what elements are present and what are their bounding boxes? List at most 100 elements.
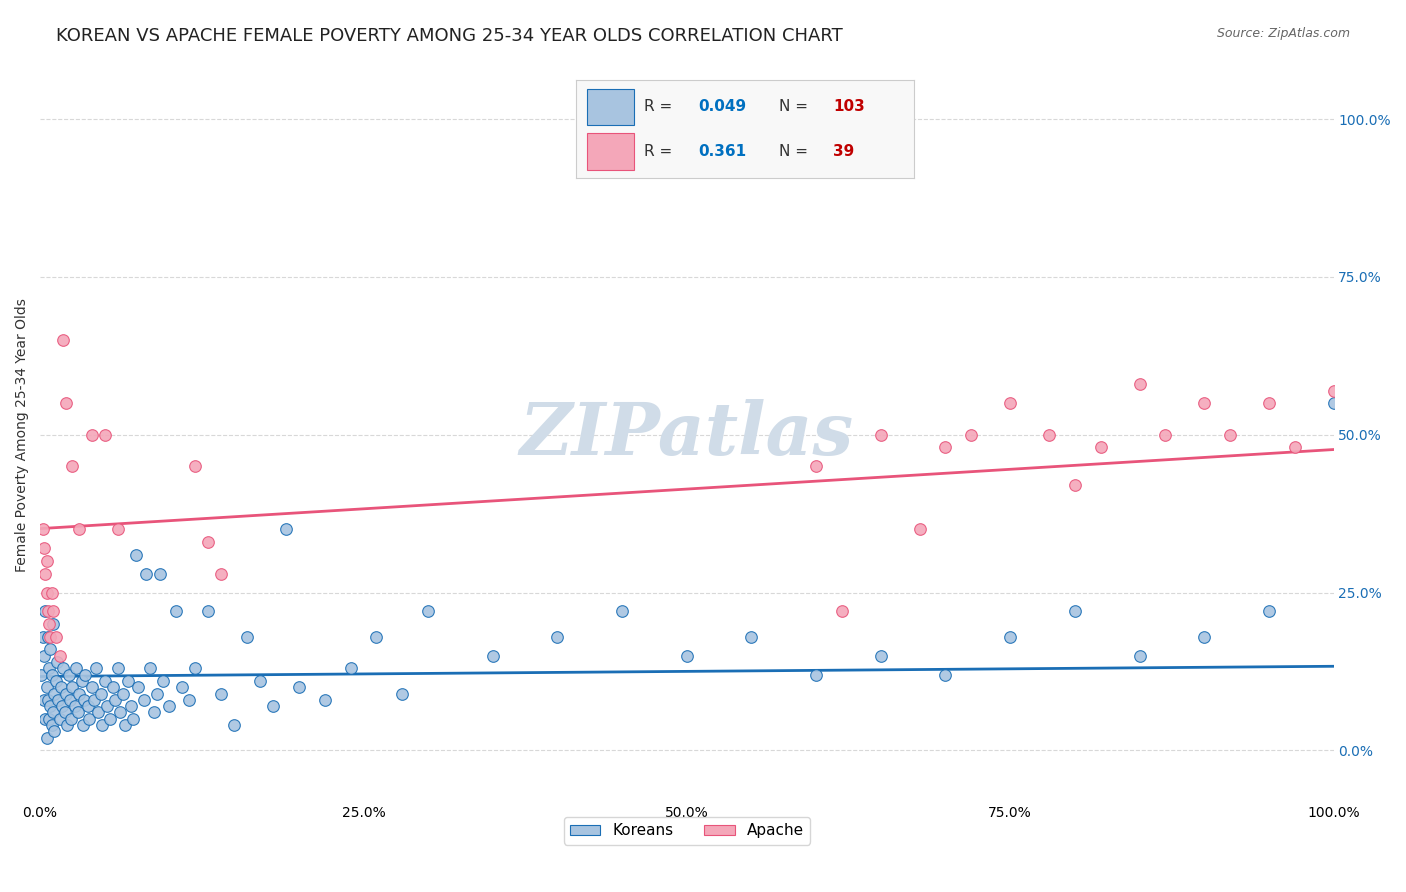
Point — [831, 605, 853, 619]
Point — [107, 522, 129, 536]
Point — [70, 673, 93, 688]
Point — [274, 522, 297, 536]
Point — [91, 718, 114, 732]
Point — [34, 605, 56, 619]
Point — [60, 712, 83, 726]
Point — [41, 718, 63, 732]
Point — [1063, 605, 1085, 619]
Point — [66, 706, 89, 720]
Point — [32, 693, 55, 707]
Point — [114, 718, 136, 732]
Point — [145, 687, 167, 701]
Point — [481, 648, 503, 663]
Point — [44, 724, 66, 739]
Point — [135, 566, 157, 581]
Point — [42, 605, 65, 619]
Point — [80, 427, 103, 442]
Point — [366, 630, 388, 644]
Point — [740, 630, 762, 644]
Point — [142, 706, 165, 720]
Point — [998, 630, 1021, 644]
Point — [77, 699, 100, 714]
Point — [184, 661, 207, 675]
Point — [869, 648, 891, 663]
Text: KOREAN VS APACHE FEMALE POVERTY AMONG 25-34 YEAR OLDS CORRELATION CHART: KOREAN VS APACHE FEMALE POVERTY AMONG 25… — [56, 27, 844, 45]
Point — [1192, 630, 1215, 644]
Point — [1154, 427, 1177, 442]
Text: N =: N = — [779, 99, 813, 114]
Point — [804, 667, 827, 681]
Point — [63, 699, 86, 714]
Text: R =: R = — [644, 99, 678, 114]
Point — [42, 706, 65, 720]
Point — [127, 680, 149, 694]
Point — [177, 693, 200, 707]
Text: R =: R = — [644, 145, 678, 160]
Point — [35, 585, 58, 599]
Point — [224, 718, 246, 732]
Point — [998, 396, 1021, 410]
Point — [32, 648, 55, 663]
Point — [48, 712, 70, 726]
Point — [934, 440, 956, 454]
Point — [1219, 427, 1241, 442]
Point — [53, 706, 76, 720]
Point — [90, 687, 112, 701]
Point — [67, 687, 90, 701]
Point — [83, 693, 105, 707]
Point — [139, 661, 162, 675]
Point — [1128, 648, 1150, 663]
Point — [1284, 440, 1306, 454]
Point — [37, 693, 59, 707]
Point — [35, 680, 58, 694]
Legend: Koreans, Apache: Koreans, Apache — [564, 817, 810, 845]
Point — [104, 693, 127, 707]
Point — [1257, 605, 1279, 619]
Point — [149, 566, 172, 581]
Point — [1322, 384, 1344, 398]
Point — [101, 680, 124, 694]
Point — [262, 699, 284, 714]
Point — [84, 661, 107, 675]
Point — [960, 427, 983, 442]
Point — [249, 673, 271, 688]
Point — [110, 706, 132, 720]
Point — [610, 605, 633, 619]
FancyBboxPatch shape — [586, 133, 634, 169]
Point — [107, 661, 129, 675]
Y-axis label: Female Poverty Among 25-34 Year Olds: Female Poverty Among 25-34 Year Olds — [15, 298, 30, 572]
Point — [48, 648, 70, 663]
Point — [111, 687, 134, 701]
Point — [52, 333, 75, 347]
Point — [44, 687, 66, 701]
Point — [391, 687, 413, 701]
Point — [45, 655, 67, 669]
Point — [80, 680, 103, 694]
Point — [58, 667, 80, 681]
Point — [546, 630, 568, 644]
Point — [73, 693, 96, 707]
Point — [62, 680, 84, 694]
Point — [38, 617, 60, 632]
Point — [159, 699, 181, 714]
Point — [34, 566, 56, 581]
Point — [288, 680, 311, 694]
Point — [172, 680, 194, 694]
Point — [1063, 478, 1085, 492]
Point — [209, 566, 232, 581]
Point — [39, 699, 62, 714]
FancyBboxPatch shape — [586, 89, 634, 126]
Text: 103: 103 — [832, 99, 865, 114]
Text: 0.361: 0.361 — [697, 145, 747, 160]
Point — [94, 427, 117, 442]
Point — [165, 605, 187, 619]
Point — [39, 642, 62, 657]
Point — [46, 693, 69, 707]
Point — [87, 706, 110, 720]
Point — [75, 667, 97, 681]
Point — [236, 630, 259, 644]
Point — [197, 605, 219, 619]
Point — [1038, 427, 1060, 442]
Point — [35, 731, 58, 745]
Point — [30, 667, 52, 681]
